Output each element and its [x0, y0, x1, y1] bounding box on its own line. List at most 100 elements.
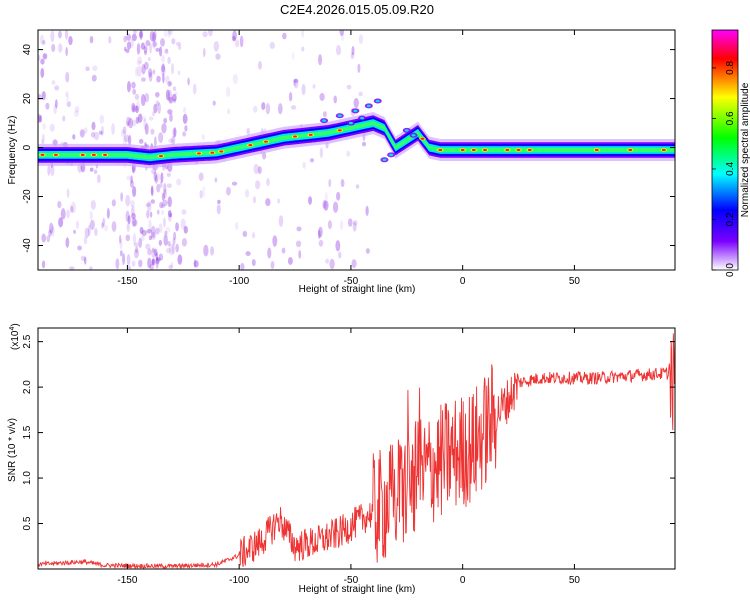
snr-scale-exponent: 4 [9, 327, 16, 331]
noise-blob [50, 164, 55, 176]
noise-blob [318, 239, 324, 247]
spectrogram-y-tick-label: 40 [22, 44, 33, 56]
noise-blob [164, 48, 169, 55]
spectrogram-y-tick-label: -20 [22, 189, 33, 204]
ridge-hotspot-red [53, 153, 58, 156]
noise-blob [42, 53, 48, 60]
noise-blob [240, 263, 245, 270]
noise-blob [146, 210, 150, 219]
noise-blob [175, 222, 179, 232]
noise-blob [126, 41, 132, 50]
noise-blob [163, 217, 166, 228]
noise-blob [277, 103, 283, 115]
noise-blob [203, 244, 209, 257]
noise-blob [91, 74, 97, 82]
noise-blob [322, 111, 327, 118]
noise-blob [64, 92, 68, 97]
spectrogram-x-tick-label: -100 [229, 276, 249, 287]
noise-blob [333, 95, 337, 104]
noise-blob [154, 174, 158, 184]
noise-blob [278, 215, 284, 227]
noise-blob [104, 224, 108, 232]
snr-x-tick-label: 0 [460, 575, 466, 586]
noise-blob [131, 260, 136, 267]
noise-blob [139, 30, 143, 40]
noise-blob [120, 192, 124, 202]
noise-blob [129, 180, 134, 188]
noise-blob [147, 248, 152, 256]
ridge-hotspot-red [420, 137, 425, 140]
noise-blob [162, 199, 168, 207]
noise-blob [41, 233, 47, 243]
noise-blob [193, 260, 199, 268]
noise-blob [132, 106, 136, 114]
noise-blob [183, 225, 188, 234]
noise-blob [177, 254, 183, 265]
noise-blob [122, 126, 127, 135]
noise-blob [89, 266, 93, 270]
noise-blob [40, 67, 45, 78]
noise-blob [269, 41, 275, 50]
noise-blob [165, 247, 172, 254]
noise-blob [123, 134, 129, 143]
noise-blob [152, 41, 158, 47]
noise-blob [90, 199, 96, 210]
noise-blob [150, 186, 154, 197]
noise-blob [68, 35, 73, 46]
spectrogram-ridge [38, 98, 675, 169]
noise-blob [252, 196, 256, 204]
noise-blob [131, 204, 134, 216]
noise-blob [132, 105, 138, 112]
noise-blob [168, 96, 174, 104]
noise-blob [246, 127, 251, 136]
noise-blob [258, 60, 262, 70]
spectrogram-x-tick-label: -150 [117, 276, 137, 287]
noise-blob [153, 103, 158, 114]
noise-blob [239, 35, 244, 48]
noise-blob [132, 185, 137, 198]
noise-blob [83, 127, 88, 134]
noise-blob [131, 205, 136, 217]
noise-blob [365, 205, 369, 216]
noise-blob [80, 255, 86, 262]
noise-blob [353, 97, 359, 109]
noise-blob [92, 65, 98, 72]
noise-blob [148, 235, 153, 241]
noise-blob [338, 251, 342, 259]
noise-blob [329, 258, 335, 270]
ridge-hotspot-red [196, 152, 201, 155]
noise-blob [245, 251, 251, 256]
noise-blob [167, 81, 172, 87]
noise-blob [99, 114, 105, 124]
noise-blob [38, 94, 43, 101]
noise-blob [214, 177, 218, 183]
noise-blob [232, 30, 237, 41]
noise-blob [346, 84, 352, 90]
noise-blob [38, 115, 43, 123]
noise-blob [161, 62, 165, 74]
noise-blob [171, 243, 176, 255]
noise-blob [147, 257, 152, 269]
noise-blob [355, 184, 360, 189]
noise-blob [149, 30, 155, 42]
noise-blob [181, 237, 187, 247]
noise-blob [50, 30, 55, 43]
noise-blob [340, 32, 345, 42]
noise-blob [60, 208, 66, 220]
noise-blob [301, 30, 305, 38]
noise-blob [127, 215, 131, 225]
noise-blob [216, 204, 221, 215]
noise-blob [79, 129, 84, 138]
noise-blob [165, 226, 171, 233]
snr-y-tick-label: 0.5 [22, 516, 33, 530]
noise-blob [143, 118, 147, 130]
noise-blob [328, 178, 332, 188]
noise-blob [161, 210, 164, 216]
colorbar-tick-label: 0.6 [725, 111, 736, 125]
noise-blob [128, 134, 132, 147]
noise-blob [144, 92, 150, 103]
noise-blob [323, 200, 329, 211]
noise-blob [203, 47, 206, 58]
noise-blob [327, 220, 332, 230]
noise-blob [287, 257, 293, 265]
